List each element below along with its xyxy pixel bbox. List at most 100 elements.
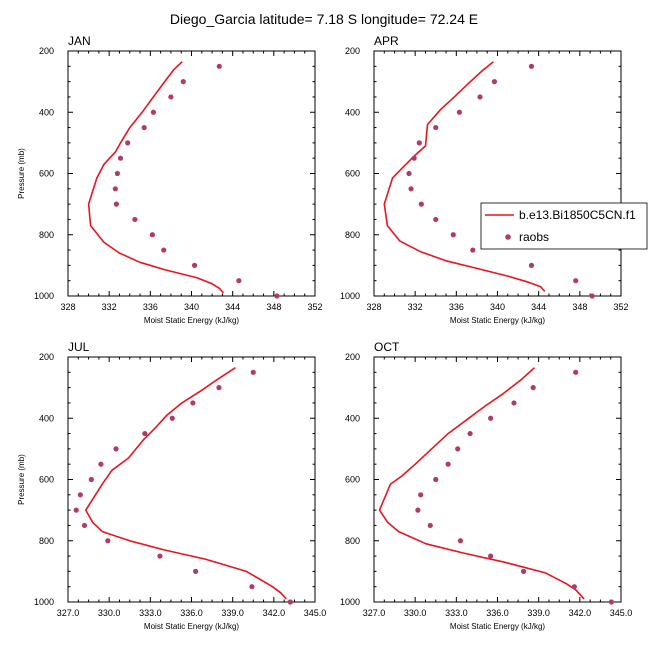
x-tick-label: 328: [366, 302, 381, 312]
raobs-point: [157, 553, 163, 559]
raobs-point: [456, 109, 463, 115]
panel-apr: APR 328 332 336 340 344 348 352 200 400 600 800 1000…: [340, 34, 629, 325]
legend-label-model: b.e13.Bi1850C5CN.f1: [519, 208, 636, 222]
x-tick-label: 339.0: [221, 608, 244, 618]
x-tick-label: 336: [449, 302, 464, 312]
y-axis-label: Pressure (mb): [17, 148, 26, 199]
model-profile-line: [87, 61, 224, 294]
raobs-point: [470, 247, 476, 253]
raobs-point: [511, 400, 517, 406]
x-tick-label: 345.0: [610, 608, 633, 618]
raobs-point: [88, 476, 94, 483]
raobs-point: [113, 201, 119, 207]
y-tick-label: 800: [345, 230, 360, 240]
x-tick-label: 352: [613, 302, 628, 312]
raobs-point: [274, 293, 280, 299]
raobs-point: [491, 79, 498, 85]
panel-title: JAN: [68, 34, 91, 48]
raobs-point: [571, 584, 577, 590]
y-tick-label: 600: [39, 169, 54, 179]
raobs-point: [142, 430, 148, 437]
raobs-point: [573, 278, 579, 284]
raobs-point: [411, 155, 417, 161]
legend: b.e13.Bi1850C5CN.f1 raobs: [480, 202, 648, 250]
x-tick-label: 348: [572, 302, 587, 312]
raobs-point: [250, 369, 256, 375]
y-tick-label: 600: [345, 475, 360, 485]
y-tick-label: 200: [345, 46, 360, 56]
raobs-point: [433, 124, 439, 131]
raobs-point: [73, 507, 79, 513]
raobs-point: [180, 79, 186, 85]
raobs-point: [236, 278, 242, 284]
raobs-point: [418, 492, 424, 498]
raobs-point: [112, 186, 118, 192]
raobs-point: [117, 155, 124, 161]
raobs-point: [169, 415, 175, 421]
x-axis-label: Moist Static Energy (kJ/kg): [450, 622, 545, 631]
raobs-point: [433, 216, 439, 223]
x-tick-label: 328: [60, 302, 75, 312]
raobs-point: [528, 262, 535, 268]
x-tick-label: 336: [143, 302, 158, 312]
raobs-point: [113, 446, 119, 452]
raobs-point: [193, 568, 199, 574]
raobs-point: [418, 201, 424, 207]
raobs-point: [427, 522, 433, 529]
panels: JAN 328 332 336 340 344 348 352 200 400 600 800 1000…: [17, 34, 632, 631]
x-tick-label: 345.0: [304, 608, 327, 618]
y-tick-label: 600: [39, 475, 54, 485]
x-tick-label: 327.0: [363, 608, 386, 618]
raobs-point: [216, 385, 222, 391]
x-tick-label: 340: [184, 302, 199, 312]
raobs-point: [98, 461, 104, 467]
raobs-point: [415, 507, 421, 513]
raobs-point: [477, 94, 483, 100]
raobs-point: [488, 415, 494, 421]
y-tick-label: 400: [39, 107, 54, 117]
raobs-point: [589, 293, 595, 299]
panel-title: OCT: [374, 340, 400, 354]
x-axis-label: Moist Static Energy (kJ/kg): [450, 316, 545, 325]
y-tick-label: 800: [345, 536, 360, 546]
raobs-point: [450, 232, 456, 238]
raobs-point: [150, 109, 157, 115]
raobs-point: [573, 369, 579, 375]
raobs-point: [416, 140, 422, 146]
raobs-point: [77, 492, 83, 498]
raobs-point: [114, 170, 120, 177]
y-tick-label: 400: [345, 107, 360, 117]
raobs-point: [161, 247, 167, 253]
raobs-point: [445, 461, 451, 467]
raobs-point: [191, 262, 198, 268]
plot-frame: [67, 50, 316, 297]
panel-jan: JAN 328 332 336 340 344 348 352 200 400 600 800 1000…: [17, 34, 323, 325]
panel-title: APR: [374, 34, 399, 48]
raobs-point: [455, 446, 461, 452]
model-profile-line: [383, 61, 546, 292]
x-tick-label: 333.0: [139, 608, 162, 618]
y-tick-label: 800: [39, 536, 54, 546]
x-tick-label: 342.0: [569, 608, 592, 618]
y-tick-label: 800: [39, 230, 54, 240]
x-tick-label: 344: [225, 302, 240, 312]
raobs-point: [141, 124, 147, 131]
y-tick-label: 1000: [34, 291, 54, 301]
x-tick-label: 352: [307, 302, 322, 312]
raobs-point: [216, 63, 222, 69]
panel-jul: JUL 327.0 330.0 333.0 336.0 339.0 342.0 345.0 20…: [17, 340, 326, 631]
y-tick-label: 200: [39, 352, 54, 362]
raobs-point: [520, 568, 527, 574]
raobs-point: [168, 94, 174, 100]
raobs-point: [528, 63, 535, 69]
x-tick-label: 336.0: [486, 608, 509, 618]
y-tick-label: 1000: [34, 597, 54, 607]
y-tick-label: 200: [39, 46, 54, 56]
panel-oct: OCT 327.0 330.0 333.0 336.0 339.0 342.0 345.0 20…: [340, 340, 632, 631]
x-tick-label: 348: [266, 302, 281, 312]
x-tick-label: 332: [102, 302, 117, 312]
raobs-point: [81, 522, 88, 529]
raobs-point: [105, 538, 111, 544]
raobs-point: [406, 170, 412, 177]
